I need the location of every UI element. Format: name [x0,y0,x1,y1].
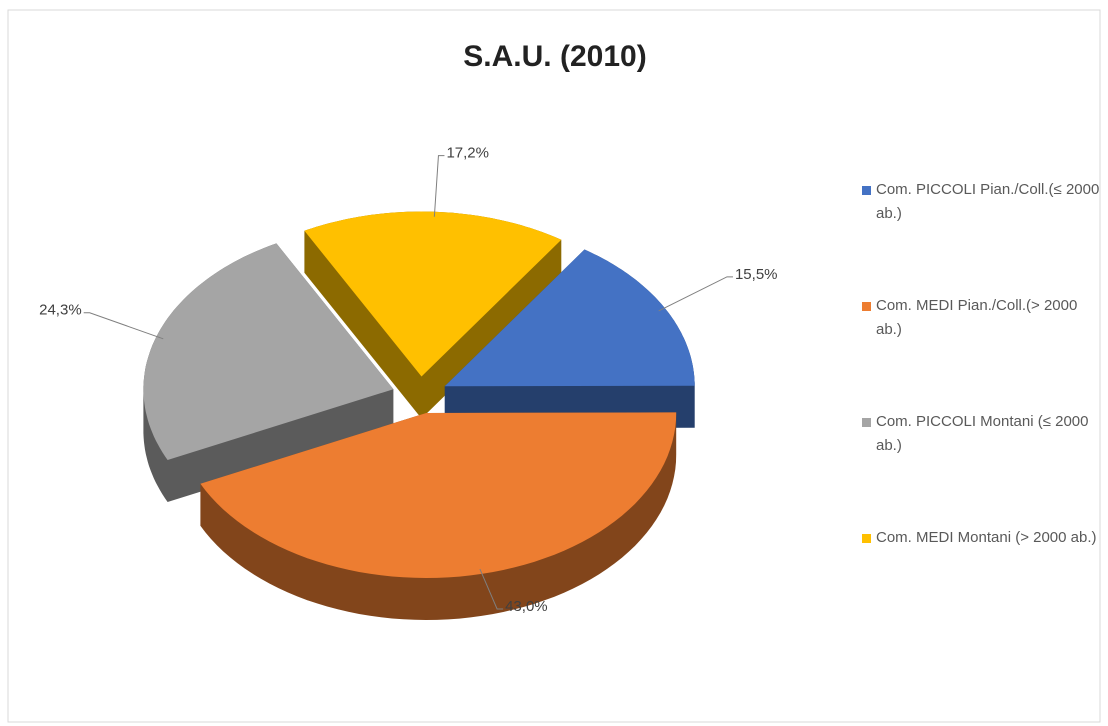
leader-line [83,312,164,340]
chart-title: S.A.U. (2010) [463,40,646,73]
data-label: 15,5% [735,266,778,283]
slice-top [444,249,695,387]
leader-line [433,155,445,217]
legend-label: Com. MEDI Montani (> 2000 ab.) [876,529,1097,546]
slice-top [200,412,677,578]
legend-label: Com. MEDI Pian./Coll.(> 2000 ab.) [876,297,1078,338]
legend-item: Com. MEDI Montani (> 2000 ab.) [862,526,1101,550]
legend-swatch [862,418,871,427]
legend-item: Com. PICCOLI Montani (≤ 2000 ab.) [862,410,1101,458]
leader-line [658,276,733,312]
legend-swatch [862,534,871,543]
slice [143,243,394,502]
leader-line [479,568,504,610]
legend-label: Com. PICCOLI Montani (≤ 2000 ab.) [876,413,1089,454]
slice [444,249,695,429]
data-label: 43,0% [505,598,548,615]
legend-label: Com. PICCOLI Pian./Coll.(≤ 2000 ab.) [876,181,1100,222]
legend-item: Com. MEDI Pian./Coll.(> 2000 ab.) [862,294,1101,342]
legend-swatch [862,302,871,311]
slice [200,412,677,620]
data-label: 24,3% [39,302,82,319]
legend-swatch [862,186,871,195]
data-label: 17,2% [446,145,489,162]
slice-top [143,243,394,460]
slice [304,211,562,419]
slice-top [304,211,562,377]
legend-item: Com. PICCOLI Pian./Coll.(≤ 2000 ab.) [862,178,1101,226]
